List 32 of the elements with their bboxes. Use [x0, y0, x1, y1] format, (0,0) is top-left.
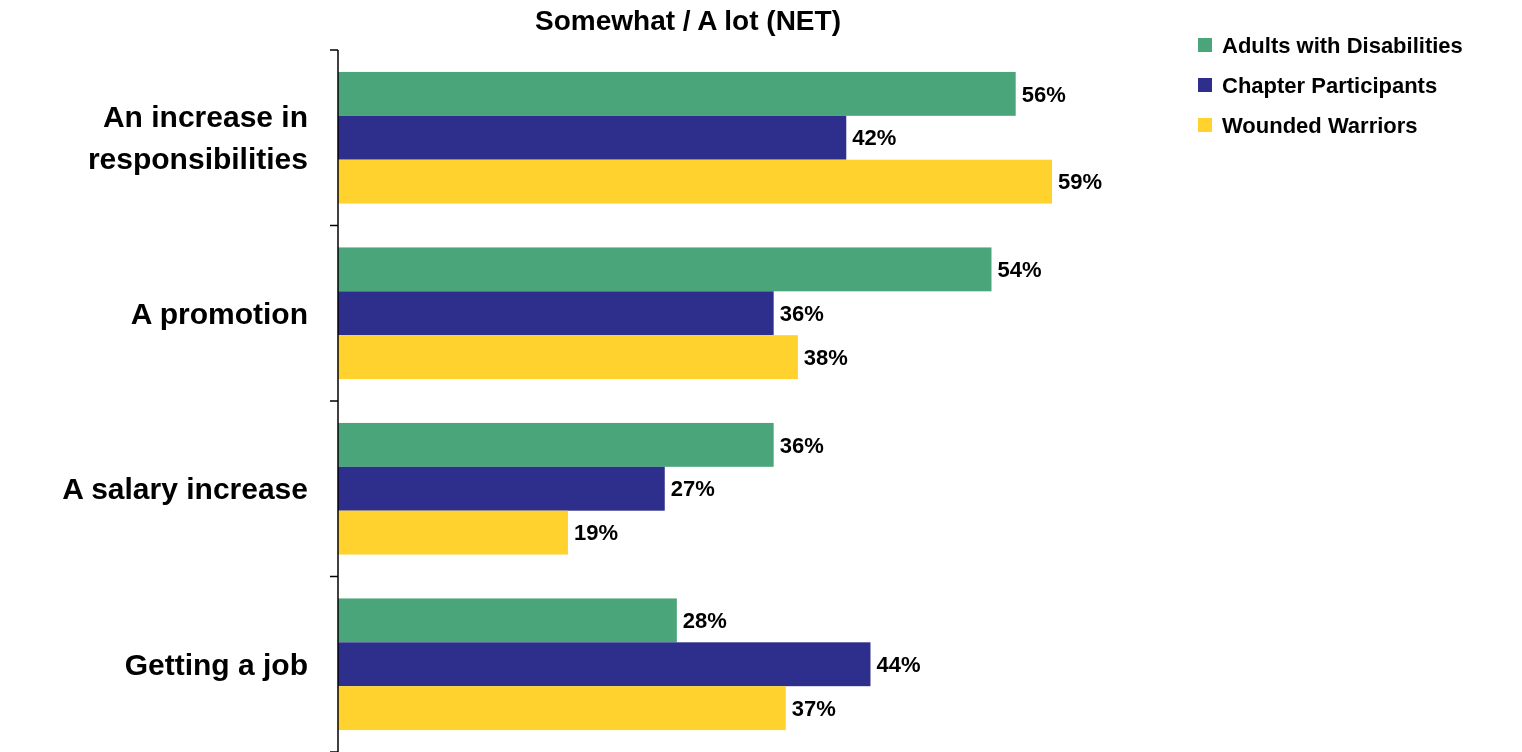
data-label: 44%	[876, 651, 921, 677]
legend-label: Chapter Participants	[1222, 72, 1438, 98]
legend-label: Wounded Warriors	[1222, 112, 1418, 138]
y-tick-label: A promotion	[130, 296, 308, 330]
data-label: 56%	[1021, 81, 1066, 107]
bar	[338, 291, 774, 336]
bar	[338, 247, 992, 292]
bar	[338, 510, 568, 555]
data-label: 27%	[670, 476, 715, 502]
bar	[338, 642, 871, 687]
data-label: 54%	[997, 257, 1042, 283]
data-label: 28%	[682, 608, 727, 634]
data-label: 59%	[1058, 169, 1103, 195]
y-tick-label: An increase in responsibilities	[87, 100, 308, 176]
bar	[338, 422, 774, 467]
bar	[338, 686, 786, 731]
bar	[338, 71, 1016, 116]
bar	[338, 466, 665, 511]
data-label: 42%	[852, 125, 897, 151]
chart-title: Somewhat / A lot (NET)	[535, 5, 841, 36]
data-label: 19%	[573, 520, 618, 546]
bar	[338, 159, 1052, 204]
data-label: 37%	[791, 695, 836, 721]
data-label: 38%	[803, 344, 848, 370]
data-label: 36%	[779, 432, 824, 458]
legend-label: Adults with Disabilities	[1222, 32, 1463, 58]
bar	[338, 335, 798, 380]
y-tick-label: A salary increase	[62, 472, 308, 506]
bar	[338, 115, 847, 160]
y-tick-label: Getting a job	[124, 647, 308, 681]
bar	[338, 598, 677, 643]
data-label: 36%	[779, 300, 824, 326]
